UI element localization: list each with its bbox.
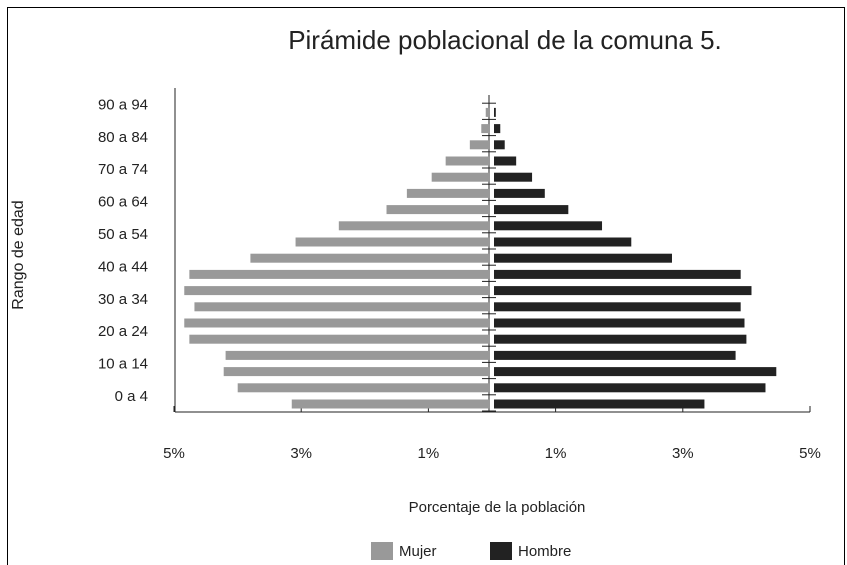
y-tick-label: 20 a 24 xyxy=(98,323,148,340)
bar xyxy=(225,350,490,360)
x-tick-label: 5% xyxy=(163,445,185,462)
legend-label: Hombre xyxy=(518,543,571,560)
bar xyxy=(431,172,490,182)
bar xyxy=(494,269,741,279)
frame xyxy=(7,7,845,565)
bar xyxy=(291,399,490,409)
x-tick-label: 1% xyxy=(418,445,440,462)
bar xyxy=(494,188,545,198)
x-tick-label: 1% xyxy=(545,445,567,462)
y-tick-label: 30 a 34 xyxy=(98,291,148,308)
x-tick-label: 3% xyxy=(290,445,312,462)
legend-swatch xyxy=(490,542,512,560)
y-tick-label: 40 a 44 xyxy=(98,258,148,275)
bar xyxy=(338,221,490,231)
bar xyxy=(494,286,752,296)
bar xyxy=(494,172,533,182)
bar xyxy=(237,383,490,393)
y-tick-label: 10 a 14 xyxy=(98,356,148,373)
bar xyxy=(494,237,632,247)
bar xyxy=(445,156,490,166)
legend-label: Mujer xyxy=(399,543,437,560)
bar xyxy=(406,188,490,198)
bar xyxy=(494,140,505,150)
bar xyxy=(194,302,490,312)
bar xyxy=(494,302,741,312)
bar xyxy=(494,334,747,344)
bar xyxy=(494,253,672,263)
bar xyxy=(250,253,490,263)
bar xyxy=(494,383,766,393)
bar xyxy=(184,286,490,296)
x-tick-label: 5% xyxy=(799,445,821,462)
bar xyxy=(223,367,490,377)
bar xyxy=(494,156,517,166)
bar xyxy=(494,205,569,215)
x-tick-label: 3% xyxy=(672,445,694,462)
y-tick-label: 0 a 4 xyxy=(115,388,148,405)
y-tick-label: 70 a 74 xyxy=(98,161,148,178)
bar xyxy=(189,269,490,279)
bar xyxy=(494,399,705,409)
bar xyxy=(494,124,501,134)
y-axis-label: Rango de edad xyxy=(10,200,27,309)
bar xyxy=(485,107,490,117)
bar xyxy=(189,334,490,344)
legend-swatch xyxy=(371,542,393,560)
y-tick-label: 60 a 64 xyxy=(98,194,148,211)
bar xyxy=(481,124,490,134)
bar xyxy=(469,140,490,150)
x-axis-label: Porcentaje de la población xyxy=(409,499,586,516)
bar xyxy=(494,221,603,231)
chart-title: Pirámide poblacional de la comuna 5. xyxy=(288,25,722,55)
bar xyxy=(494,367,777,377)
bar xyxy=(184,318,490,328)
bar xyxy=(494,107,496,117)
y-tick-label: 50 a 54 xyxy=(98,226,148,243)
bar xyxy=(494,350,736,360)
bar xyxy=(386,205,490,215)
bar xyxy=(494,318,745,328)
bar xyxy=(295,237,490,247)
y-tick-label: 90 a 94 xyxy=(98,96,148,113)
y-tick-label: 80 a 84 xyxy=(98,129,148,146)
